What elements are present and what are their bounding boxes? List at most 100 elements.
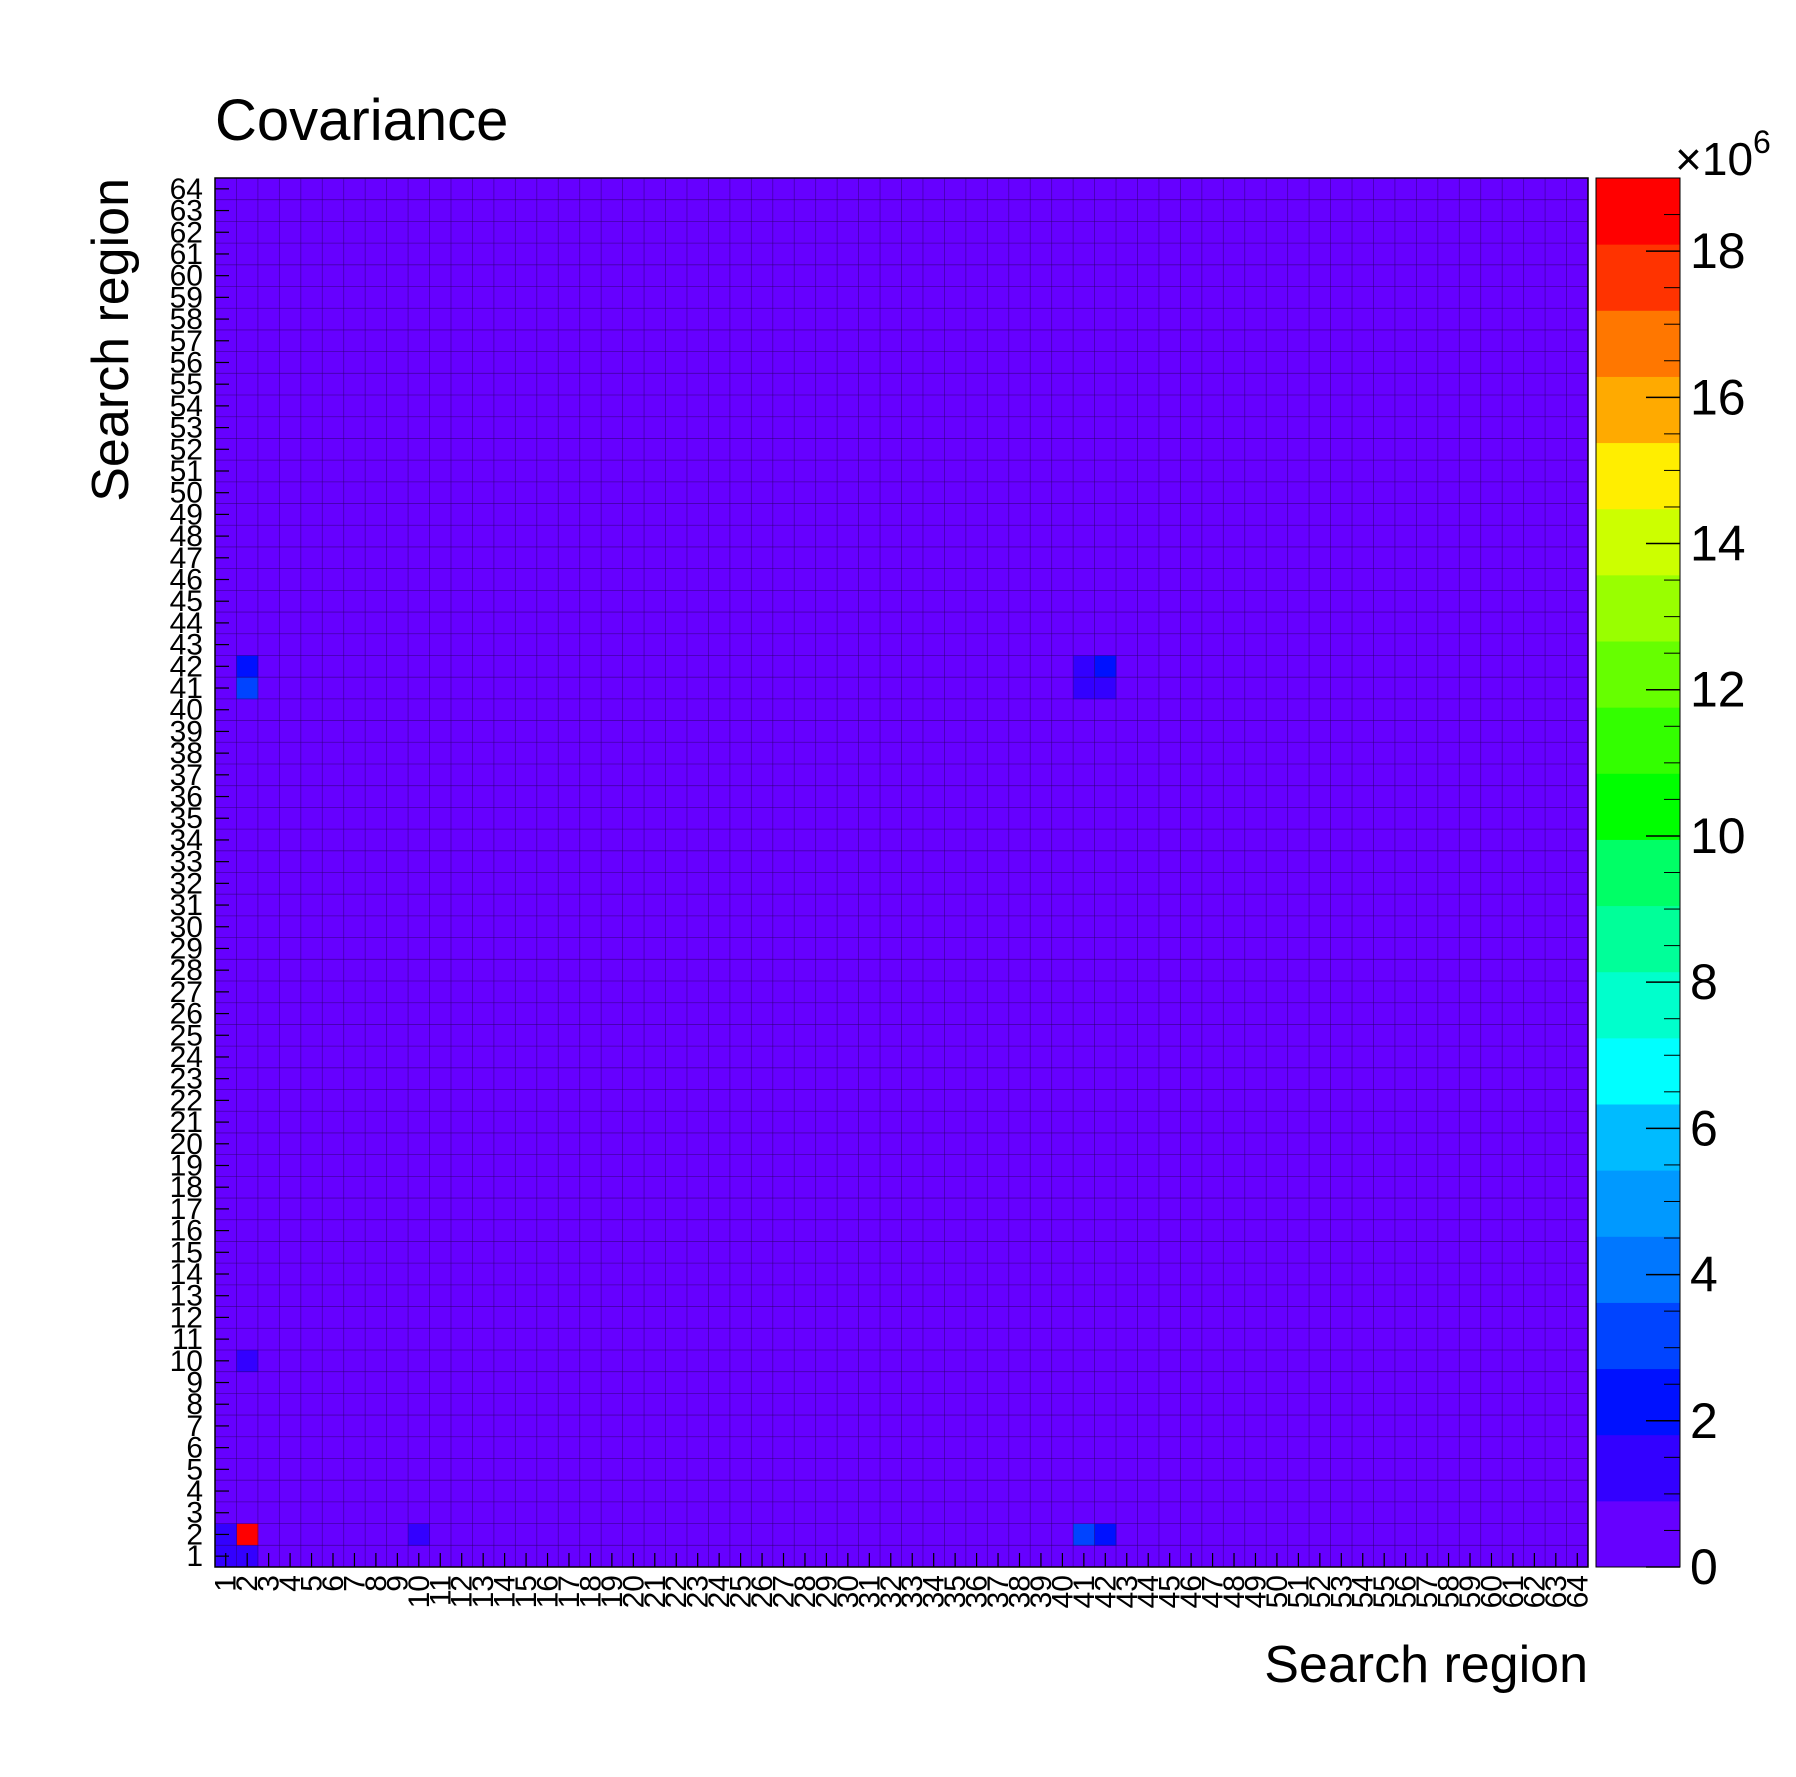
color-scale-band [1596, 707, 1680, 774]
x-tick-label: 9 [381, 1575, 414, 1592]
heatmap-cell-42-42 [1094, 655, 1117, 678]
y-tick-label: 51 [170, 455, 203, 488]
chart-title: Covariance [215, 88, 508, 153]
x-tick-label: 11 [424, 1575, 457, 1606]
y-tick-label: 48 [170, 520, 203, 553]
y-tick-label: 47 [170, 542, 203, 575]
x-tick-label: 54 [1347, 1575, 1380, 1608]
y-tick-label: 3 [186, 1497, 203, 1530]
color-scale-tick-label: 0 [1690, 1539, 1718, 1595]
x-tick-label: 13 [467, 1575, 500, 1608]
y-tick-label: 6 [186, 1432, 203, 1465]
y-tick-label: 23 [170, 1063, 203, 1096]
y-tick-label: 52 [170, 433, 203, 466]
x-tick-label: 31 [853, 1575, 886, 1608]
y-tick-label: 32 [170, 867, 203, 900]
y-tick-label: 50 [170, 477, 203, 510]
x-tick-label: 42 [1089, 1575, 1122, 1608]
y-tick-label: 11 [172, 1323, 203, 1356]
y-tick-label: 45 [170, 585, 203, 618]
y-tick-label: 16 [170, 1215, 203, 1248]
y-tick-label: 10 [170, 1345, 203, 1378]
x-tick-label: 25 [725, 1575, 758, 1608]
x-tick-label: 34 [918, 1575, 951, 1608]
x-tick-label: 17 [553, 1575, 586, 1608]
heatmap-cell-2-2 [236, 1523, 259, 1546]
x-tick-label: 3 [253, 1575, 286, 1592]
x-tick-label: 33 [896, 1575, 929, 1608]
y-tick-label: 38 [170, 737, 203, 770]
x-tick-label: 55 [1368, 1575, 1401, 1608]
x-tick-label: 5 [296, 1575, 329, 1592]
y-tick-label: 46 [170, 564, 203, 597]
x-tick-label: 4 [274, 1575, 307, 1592]
x-tick-label: 59 [1454, 1575, 1487, 1608]
y-tick-label: 19 [170, 1149, 203, 1182]
x-tick-label: 48 [1218, 1575, 1251, 1608]
color-scale-multiplier: ×106 [1675, 124, 1771, 185]
x-tick-label: 24 [703, 1575, 736, 1608]
y-tick-label: 26 [170, 998, 203, 1031]
x-tick-label: 10 [403, 1575, 436, 1608]
y-tick-label: 2 [186, 1518, 203, 1551]
color-scale-tick-label: 14 [1690, 516, 1746, 572]
color-scale-band [1596, 1368, 1680, 1436]
y-tick-label: 1 [186, 1540, 203, 1573]
color-scale-band [1596, 1170, 1680, 1237]
color-scale-tick-label: 8 [1690, 954, 1718, 1010]
y-tick-label: 58 [170, 303, 203, 336]
x-tick-label: 28 [789, 1575, 822, 1608]
y-tick-label: 41 [170, 672, 203, 705]
x-tick-label: 16 [532, 1575, 565, 1608]
y-tick-label: 17 [170, 1193, 203, 1226]
color-scale-tick-label: 4 [1690, 1247, 1718, 1303]
color-scale-tick-label: 16 [1690, 369, 1746, 425]
color-scale-band [1596, 442, 1680, 510]
x-tick-label: 26 [746, 1575, 779, 1608]
multiplier-exponent: 6 [1753, 124, 1771, 160]
heatmap-cell-41-2 [1073, 1523, 1095, 1546]
y-tick-label: 43 [170, 629, 203, 662]
x-tick-label: 23 [682, 1575, 715, 1608]
color-scale-band [1596, 574, 1680, 642]
y-tick-label: 14 [170, 1258, 203, 1291]
y-tick-label: 8 [186, 1388, 203, 1421]
plot-frame [214, 177, 1589, 1568]
x-tick-label: 6 [317, 1575, 350, 1592]
x-tick-label: 43 [1111, 1575, 1144, 1608]
color-scale-band [1596, 310, 1680, 377]
x-tick-label: 45 [1154, 1575, 1187, 1608]
color-scale-tick-label: 2 [1690, 1393, 1718, 1449]
x-tick-label: 46 [1175, 1575, 1208, 1608]
y-tick-label: 63 [170, 195, 203, 228]
y-tick-label: 44 [170, 607, 203, 640]
y-tick-label: 61 [170, 238, 203, 271]
color-scale-tick-label: 12 [1690, 662, 1746, 718]
x-tick-label: 7 [338, 1575, 371, 1592]
x-tick-label: 15 [510, 1575, 543, 1608]
x-tick-label: 29 [810, 1575, 843, 1608]
y-tick-label: 13 [170, 1280, 203, 1313]
x-tick-label: 37 [982, 1575, 1015, 1608]
x-tick-label: 51 [1282, 1575, 1315, 1608]
x-tick-label: 60 [1475, 1575, 1508, 1608]
x-tick-label: 20 [617, 1575, 650, 1608]
heatmap-cell-42-2 [1094, 1523, 1117, 1546]
x-tick-label: 2 [231, 1575, 264, 1592]
y-tick-label: 18 [170, 1171, 203, 1204]
color-scale-band [1596, 1236, 1680, 1303]
color-scale-tick-label: 6 [1690, 1100, 1718, 1156]
x-tick-label: 57 [1411, 1575, 1444, 1608]
x-tick-label: 41 [1068, 1575, 1101, 1608]
y-tick-label: 57 [170, 325, 203, 358]
x-tick-label: 58 [1433, 1575, 1466, 1608]
x-tick-label: 8 [360, 1575, 393, 1592]
y-tick-label: 53 [170, 412, 203, 445]
x-tick-label: 14 [489, 1575, 522, 1608]
y-tick-label: 22 [170, 1084, 203, 1117]
y-tick-label: 34 [170, 824, 203, 857]
y-tick-label: 9 [186, 1367, 203, 1400]
heatmap-cell-2-41 [236, 677, 259, 700]
x-tick-label: 50 [1261, 1575, 1294, 1608]
y-tick-label: 54 [170, 390, 203, 423]
